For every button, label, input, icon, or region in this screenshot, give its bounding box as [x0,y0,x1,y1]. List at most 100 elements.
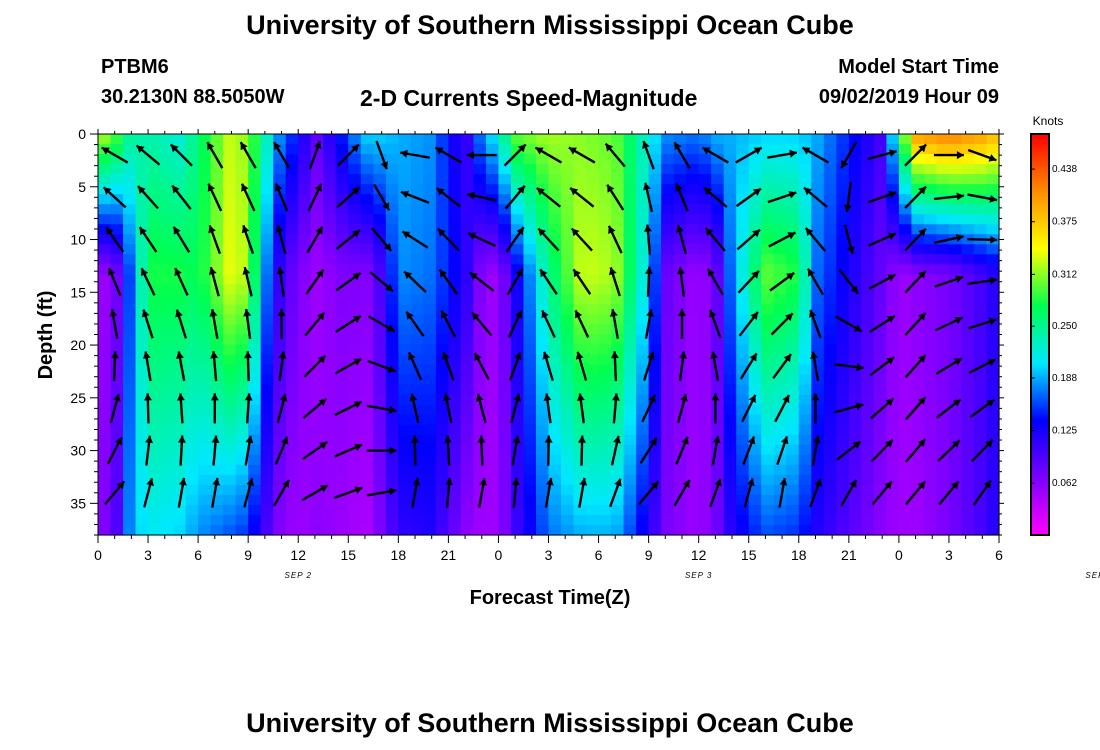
heatmap-cell [973,394,988,406]
heatmap-cell [798,334,812,346]
heatmap-cell [661,294,675,306]
heatmap-cell [498,494,512,506]
heatmap-cell [223,244,237,255]
heatmap-cell [485,254,500,265]
heatmap-cell [748,404,762,416]
heatmap-cell [548,314,562,326]
heatmap-cell [923,154,938,165]
heatmap-cell [936,304,950,316]
heatmap-cell [736,524,750,536]
current-arrow [544,477,554,508]
heatmap-cell [335,304,349,316]
heatmap-cell [711,274,725,285]
heatmap-cell [986,224,1000,235]
heatmap-cell [373,254,387,265]
heatmap-cell [473,154,487,165]
heatmap-cell [235,424,249,436]
heatmap-cell [485,434,500,446]
heatmap-cell [98,524,112,536]
heatmap-cell [485,234,500,245]
heatmap-cell [736,514,750,526]
heatmap-cell [761,414,775,426]
heatmap-cell [323,194,337,205]
heatmap-cell [510,374,525,386]
heatmap-cell [460,404,475,416]
heatmap-cell [848,224,862,235]
heatmap-cell [98,364,112,376]
current-arrow [101,146,129,164]
heatmap-cell [661,244,675,255]
heatmap-cell [823,494,837,506]
heatmap-cell [410,154,424,165]
heatmap-cell [485,344,500,356]
current-arrow [767,149,798,159]
heatmap-cell [636,194,650,205]
heatmap-cell [548,364,562,376]
heatmap-cell [223,134,237,145]
heatmap-cell [435,224,449,235]
heatmap-cell [248,144,262,155]
heatmap-cell [973,364,988,376]
heatmap-cell [210,234,224,245]
heatmap-cell [786,274,800,285]
heatmap-cell [973,244,988,255]
heatmap-cell [986,364,1000,376]
heatmap-cell [185,314,199,326]
heatmap-cell [198,404,212,416]
heatmap-cell [373,434,387,446]
heatmap-cell [198,394,212,406]
heatmap-cell [673,384,687,396]
heatmap-cell [923,474,938,486]
heatmap-cell [736,314,750,326]
heatmap-cell [510,294,525,306]
heatmap-cell [385,454,399,466]
heatmap-cell [473,304,487,316]
heatmap-cell [698,274,712,285]
heatmap-cell [535,324,550,336]
current-arrow [811,393,820,424]
heatmap-cell [248,264,262,275]
heatmap-cell [285,494,299,506]
heatmap-cell [235,384,249,396]
heatmap-cell [661,234,675,245]
heatmap-cell [135,274,149,285]
heatmap-cell [148,254,162,265]
heatmap-cell [185,194,199,205]
heatmap-cell [348,474,362,486]
heatmap-cell [823,254,837,265]
heatmap-cell [160,384,174,396]
current-arrow [111,351,119,382]
heatmap-cell [360,284,374,295]
heatmap-cell [160,194,174,205]
heatmap-cell [385,354,399,366]
heatmap-cell [611,514,625,526]
heatmap-cell [736,274,750,285]
heatmap-cell [198,344,212,356]
y-tick-label: 20 [70,337,86,353]
heatmap-cell [410,274,424,285]
heatmap-cell [786,394,800,406]
heatmap-cell [636,384,650,396]
heatmap-cell [548,334,562,346]
heatmap-cell [773,214,787,225]
heatmap-cell [723,424,737,436]
heatmap-cell [210,164,224,175]
heatmap-cell [148,484,162,496]
heatmap-cell [198,494,212,506]
heatmap-cell [210,494,224,506]
heatmap-cell [848,504,862,516]
heatmap-cell [848,134,862,145]
heatmap-cell [748,234,762,245]
heatmap-cell [273,284,287,295]
heatmap-cell [786,154,800,165]
heatmap-cell [886,504,900,516]
heatmap-cell [961,174,975,185]
heatmap-cell [498,524,512,536]
heatmap-cell [148,464,162,476]
heatmap-cell [473,524,487,536]
heatmap-cell [848,154,862,165]
heatmap-cell [485,224,500,235]
heatmap-cell [98,344,112,356]
heatmap-cell [898,354,912,366]
heatmap-cell [523,344,537,356]
